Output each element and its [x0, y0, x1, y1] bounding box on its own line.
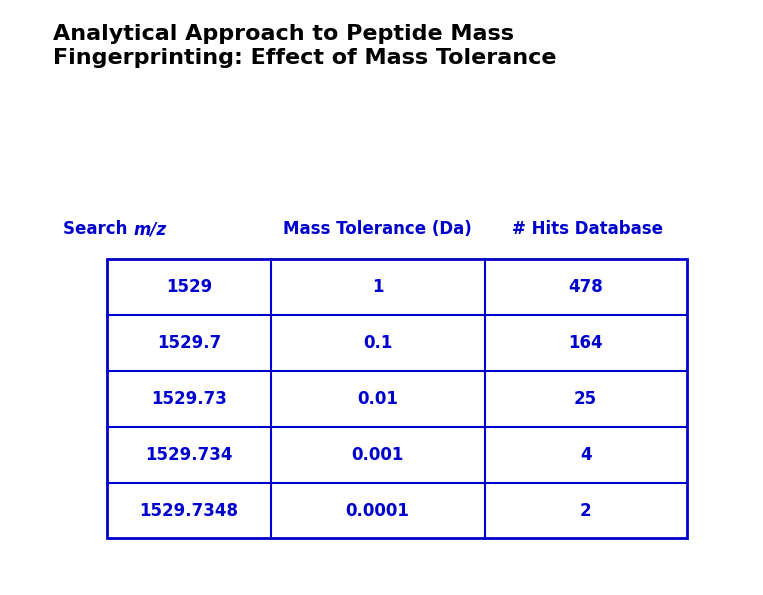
Text: 1529: 1529 [166, 278, 212, 296]
Text: 25: 25 [574, 390, 597, 408]
Text: 0.1: 0.1 [363, 334, 392, 352]
Text: Search: Search [63, 220, 134, 238]
Text: 1: 1 [372, 278, 384, 296]
Text: 1529.73: 1529.73 [151, 390, 227, 408]
Text: 164: 164 [568, 334, 603, 352]
Text: 2: 2 [580, 502, 591, 519]
Text: 1529.7348: 1529.7348 [140, 502, 238, 519]
Text: # Hits Database: # Hits Database [512, 220, 663, 238]
Text: Mass Tolerance (Da): Mass Tolerance (Da) [283, 220, 472, 238]
Text: m/z: m/z [134, 220, 166, 238]
Text: 0.01: 0.01 [357, 390, 398, 408]
Text: 0.001: 0.001 [352, 446, 404, 464]
Text: 478: 478 [568, 278, 603, 296]
Text: 0.0001: 0.0001 [346, 502, 410, 519]
Text: Analytical Approach to Peptide Mass
Fingerprinting: Effect of Mass Tolerance: Analytical Approach to Peptide Mass Fing… [53, 24, 557, 68]
Text: 1529.7: 1529.7 [156, 334, 221, 352]
Text: 4: 4 [580, 446, 591, 464]
Text: 1529.734: 1529.734 [145, 446, 233, 464]
